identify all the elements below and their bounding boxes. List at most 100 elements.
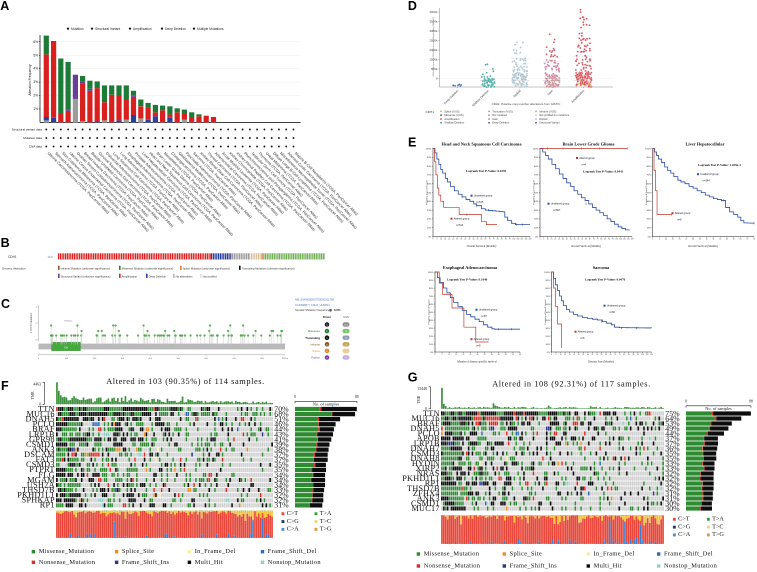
svg-text:120: 120 — [631, 239, 634, 241]
svg-text:30%: 30% — [647, 210, 651, 212]
svg-text:Unaltered group: Unaltered group — [479, 308, 498, 312]
svg-text:68%: 68% — [274, 410, 289, 419]
svg-text:Mutation: Mutation — [71, 27, 84, 31]
svg-text:35: 35 — [460, 239, 462, 241]
svg-text:Logrank Test P-Value: 1.029e-4: Logrank Test P-Value: 1.029e-4 — [698, 163, 741, 167]
svg-text:APOB: APOB — [417, 434, 440, 443]
svg-text:H/Q634: H/Q634 — [64, 321, 72, 323]
svg-text:Structural Variant (unknown si: Structural Variant (unknown significance… — [61, 274, 111, 278]
svg-text:44%: 44% — [665, 429, 680, 438]
svg-text:3000k: 3000k — [429, 29, 438, 33]
svg-text:88: 88 — [749, 400, 753, 404]
svg-text:BRAF: BRAF — [32, 425, 55, 434]
svg-text:RP1: RP1 — [425, 479, 440, 488]
svg-text:60%: 60% — [546, 304, 550, 306]
svg-text:Truncating Mutation (unknown s: Truncating Mutation (unknown significanc… — [242, 266, 295, 270]
svg-text:33%: 33% — [274, 486, 289, 495]
svg-text:SPHKAP: SPHKAP — [22, 496, 55, 505]
svg-text:0.6%: 0.6% — [334, 308, 341, 312]
svg-text:35%: 35% — [665, 454, 680, 463]
svg-text:CCDS9867 | CDH1_HUMAN: CCDS9867 | CDH1_HUMAN — [295, 303, 330, 307]
svg-text:120: 120 — [529, 239, 532, 241]
svg-text:6%: 6% — [33, 40, 38, 44]
svg-text:Deep Deletion: Deep Deletion — [492, 121, 510, 125]
svg-text:90%: 90% — [647, 157, 651, 159]
svg-text:50%: 50% — [429, 312, 433, 314]
svg-text:Frame_Shift_Ins: Frame_Shift_Ins — [122, 559, 170, 566]
svg-text:75: 75 — [345, 331, 348, 333]
svg-text:45: 45 — [468, 239, 470, 241]
svg-text:40%: 40% — [546, 320, 550, 322]
svg-text:Overall Survival (Months): Overall Survival (Months) — [571, 245, 601, 248]
svg-text:20%: 20% — [427, 219, 431, 221]
svg-text:Altered group: Altered group — [454, 217, 470, 221]
svg-text:10%: 10% — [546, 344, 550, 346]
svg-text:n=60: n=60 — [609, 310, 615, 314]
svg-text:95: 95 — [612, 239, 614, 241]
svg-text:Nonsense_Mutation: Nonsense_Mutation — [39, 559, 96, 566]
svg-text:CSMD3: CSMD3 — [411, 449, 440, 458]
svg-text:PTPRT: PTPRT — [29, 465, 55, 474]
svg-text:32%: 32% — [274, 491, 289, 500]
svg-text:37%: 37% — [274, 455, 289, 464]
svg-text:55: 55 — [477, 239, 479, 241]
svg-text:30: 30 — [578, 354, 580, 356]
svg-text:32%: 32% — [274, 496, 289, 505]
svg-text:882aa: 882aa — [282, 358, 289, 360]
svg-text:A: A — [0, 0, 9, 13]
svg-text:# CDH1 Mutations: # CDH1 Mutations — [30, 312, 33, 333]
svg-text:20%: 20% — [534, 219, 538, 221]
svg-text:32%: 32% — [665, 479, 680, 488]
svg-text:Somatic Mutation Frequency:: Somatic Mutation Frequency: — [295, 308, 330, 312]
svg-text:0%: 0% — [430, 352, 433, 354]
svg-text:60: 60 — [605, 354, 607, 356]
svg-text:75%: 75% — [665, 409, 680, 418]
svg-text:CDH1 mRNA Expression RSEM (Bat: CDH1 mRNA Expression RSEM (Batch normali… — [432, 17, 435, 77]
svg-text:100%: 100% — [426, 148, 432, 150]
svg-text:32%: 32% — [665, 469, 680, 478]
svg-text:0: 0 — [326, 358, 328, 360]
svg-text:20: 20 — [679, 239, 681, 241]
svg-text:Logrank Test P-Value: 0.0192: Logrank Test P-Value: 0.0192 — [466, 169, 507, 173]
svg-text:5: 5 — [437, 239, 438, 241]
svg-text:40: 40 — [587, 354, 589, 356]
svg-text:Amplification: Amplification — [133, 27, 152, 31]
svg-text:0: 0 — [326, 338, 328, 340]
svg-text:Truncation (VUS): Truncation (VUS) — [492, 109, 513, 113]
svg-text:90: 90 — [505, 239, 507, 241]
svg-text:60: 60 — [585, 239, 587, 241]
svg-text:Logrank Test P-Value: 0.0476: Logrank Test P-Value: 0.0476 — [585, 278, 626, 282]
svg-text:55: 55 — [726, 239, 728, 241]
svg-text:Gain: Gain — [546, 89, 554, 97]
svg-text:D: D — [408, 0, 417, 13]
svg-text:37%: 37% — [665, 439, 680, 448]
svg-text:0: 0 — [326, 331, 328, 333]
svg-text:2%: 2% — [33, 94, 38, 98]
svg-text:500: 500 — [176, 358, 180, 360]
svg-text:34%: 34% — [274, 475, 289, 484]
svg-text:NM_004360|ENST00000261769: NM_004360|ENST00000261769 — [295, 298, 334, 302]
svg-text:XIRP2: XIRP2 — [416, 464, 440, 473]
svg-text:80: 80 — [623, 354, 625, 356]
svg-text:41%: 41% — [274, 435, 289, 444]
svg-text:25: 25 — [573, 354, 575, 356]
svg-text:10: 10 — [665, 239, 667, 241]
svg-text:GPR98: GPR98 — [29, 435, 55, 444]
svg-text:50: 50 — [505, 354, 507, 356]
svg-text:CNA data: CNA data — [29, 145, 43, 149]
svg-text:105: 105 — [619, 239, 622, 241]
svg-text:100: 100 — [65, 358, 69, 360]
svg-text:10%: 10% — [534, 228, 538, 230]
svg-text:60%: 60% — [534, 184, 538, 186]
svg-text:Diploid: Diploid — [512, 89, 522, 99]
svg-text:110: 110 — [521, 239, 524, 241]
svg-text:4%: 4% — [33, 67, 38, 71]
svg-text:90: 90 — [632, 354, 634, 356]
svg-text:Diploid: Diploid — [539, 117, 548, 121]
svg-text:Altered group: Altered group — [474, 337, 490, 341]
svg-text:60: 60 — [481, 239, 483, 241]
svg-text:0: 0 — [294, 395, 296, 399]
svg-text:115: 115 — [525, 239, 528, 241]
svg-text:3: 3 — [345, 351, 347, 353]
svg-text:10: 10 — [547, 239, 549, 241]
